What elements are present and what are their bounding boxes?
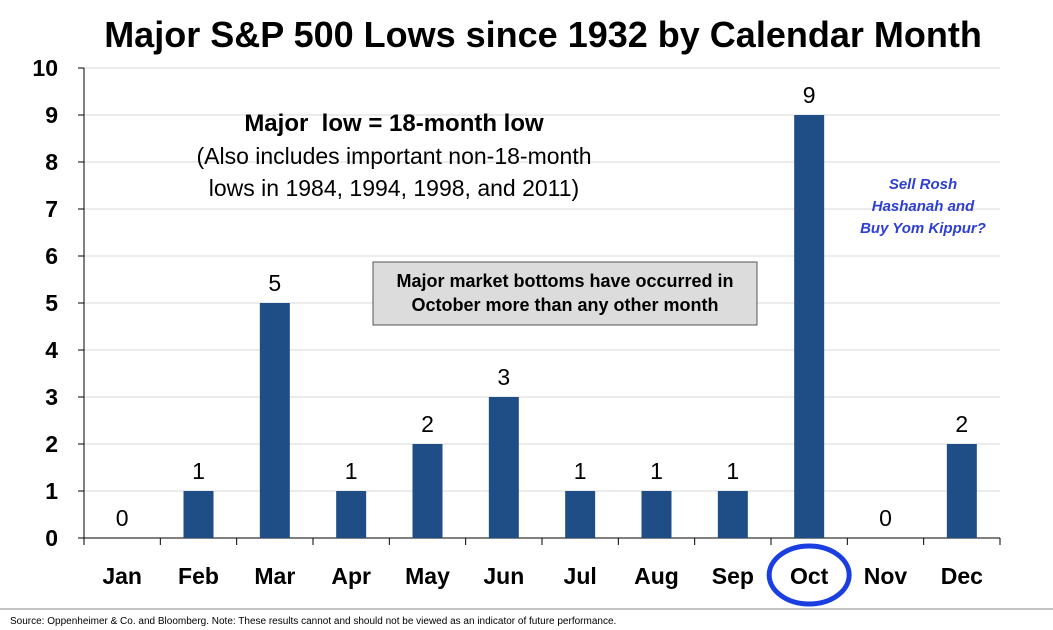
bar-mar (259, 303, 290, 538)
definition-title: Major low = 18-month low (244, 110, 544, 137)
bar-aug (641, 491, 672, 538)
data-label-dec: 2 (955, 411, 968, 437)
x-tick-label-aug: Aug (634, 563, 679, 589)
x-tick-label-mar: Mar (254, 563, 295, 589)
data-labels: 0 1 5 1 2 3 1 1 1 9 0 2 (116, 82, 968, 531)
bar-may (412, 444, 443, 538)
y-tick-label: 10 (32, 55, 58, 81)
y-tick-label: 3 (45, 384, 58, 410)
sell-note-line-2: Hashanah and (872, 198, 975, 215)
bar-apr (336, 491, 367, 538)
callout-box (372, 261, 758, 326)
x-tick-label-may: May (405, 563, 450, 589)
data-label-jul: 1 (574, 458, 587, 484)
callout-line-2: October more than any other month (411, 295, 718, 315)
definition-line-1: (Also includes important non-18-month (196, 143, 591, 169)
data-label-jan: 0 (116, 505, 129, 531)
data-label-nov: 0 (879, 505, 892, 531)
y-tick-label: 1 (45, 478, 58, 504)
y-tick-label: 7 (45, 196, 58, 222)
source-note: Source: Oppenheimer & Co. and Bloomberg.… (10, 616, 616, 627)
bar-oct (794, 115, 825, 538)
data-label-mar: 5 (268, 270, 281, 296)
data-label-feb: 1 (192, 458, 205, 484)
x-tick-label-nov: Nov (864, 563, 908, 589)
x-axis-ticks: Jan Feb Mar Apr May Jun Jul Aug Sep Oct Nov Dec (83, 538, 1001, 589)
bar-dec (946, 444, 977, 538)
y-tick-label: 2 (45, 431, 58, 457)
sell-note-line-3: Buy Yom Kippur? (860, 220, 986, 237)
definition-line-2: lows in 1984, 1994, 1998, and 2011) (209, 175, 579, 201)
chart-title: Major S&P 500 Lows since 1932 by Calenda… (104, 14, 982, 55)
y-tick-label: 9 (45, 102, 58, 128)
y-tick-label: 0 (45, 525, 58, 551)
x-tick-label-sep: Sep (712, 563, 754, 589)
bars (183, 115, 977, 538)
data-label-apr: 1 (345, 458, 358, 484)
bar-jul (565, 491, 596, 538)
callout-line-1: Major market bottoms have occurred in (396, 271, 733, 291)
sell-note-line-1: Sell Rosh (889, 176, 957, 193)
y-tick-label: 8 (45, 149, 58, 175)
data-label-oct: 9 (803, 82, 816, 108)
data-label-sep: 1 (726, 458, 739, 484)
x-tick-label-oct: Oct (790, 563, 829, 589)
y-tick-label: 5 (45, 290, 58, 316)
x-tick-label-feb: Feb (178, 563, 219, 589)
data-label-aug: 1 (650, 458, 663, 484)
y-tick-label: 4 (45, 337, 58, 363)
x-tick-label-jul: Jul (564, 563, 597, 589)
x-tick-label-jun: Jun (483, 563, 524, 589)
data-label-may: 2 (421, 411, 434, 437)
october-highlight-circle (766, 543, 852, 607)
y-tick-label: 6 (45, 243, 58, 269)
x-tick-label-jan: Jan (102, 563, 142, 589)
x-tick-label-dec: Dec (941, 563, 983, 589)
bar-sep (717, 491, 748, 538)
bar-feb (183, 491, 214, 538)
x-tick-label-apr: Apr (331, 563, 371, 589)
bar-jun (488, 397, 519, 538)
data-label-jun: 3 (497, 364, 510, 390)
